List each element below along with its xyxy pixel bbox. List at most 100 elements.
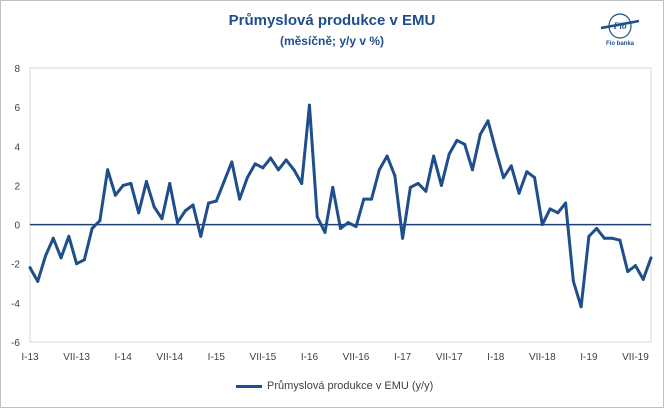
data-point [160,217,164,221]
x-tick-label: I-19 [580,352,598,363]
legend: Průmyslová produkce v EMU (y/y) [236,379,433,393]
fio-banka-logo-icon: Fio Fio banka [600,13,640,47]
chart-title: Průmyslová produkce v EMU [228,12,436,29]
data-point [51,236,55,240]
x-tick-label: VII-14 [156,352,183,363]
data-point [191,203,195,207]
data-point [595,226,599,230]
legend-swatch [236,384,262,388]
data-point [168,181,172,185]
data-point [36,279,40,283]
data-point [602,236,606,240]
data-point [28,266,32,270]
data-point [284,158,288,162]
x-tick-label: VII-18 [529,352,556,363]
x-tick-label: VII-13 [63,352,90,363]
data-point [315,215,319,219]
data-point [548,207,552,211]
data-point [432,154,436,158]
x-tick-label: VII-19 [622,352,649,363]
data-point [470,168,474,172]
data-point [129,181,133,185]
data-point [67,234,71,238]
data-point [144,180,148,184]
data-point [269,156,273,160]
x-tick-label: I-18 [487,352,505,363]
data-point [121,183,125,187]
data-point [59,256,63,260]
data-point [494,148,498,152]
y-tick-label: -2 [11,260,20,271]
data-point [230,160,234,164]
x-tick-label: I-17 [394,352,412,363]
data-point [478,133,482,137]
data-point [253,162,257,166]
data-point [276,168,280,172]
data-point [610,236,614,240]
data-point [618,238,622,242]
data-point [199,234,203,238]
data-point [207,201,211,205]
data-point [323,230,327,234]
data-point [75,262,79,266]
x-tick-label: I-13 [21,352,39,363]
data-point [447,152,451,156]
x-tick-label: VII-15 [250,352,277,363]
data-point [401,236,405,240]
y-tick-label: -6 [11,338,20,349]
data-point [571,279,575,283]
logo-mark: Fio [612,21,627,31]
data-point [377,168,381,172]
data-point [307,103,311,107]
data-point [222,180,226,184]
data-point [300,181,304,185]
y-tick-label: 8 [14,64,20,75]
data-point [346,221,350,225]
data-point [331,185,335,189]
data-point [626,270,630,274]
data-point [579,305,583,309]
data-point [517,191,521,195]
data-point [463,142,467,146]
data-point [362,197,366,201]
data-point [439,183,443,187]
data-point [113,193,117,197]
data-point [502,176,506,180]
data-point [90,226,94,230]
logo-text: Fio banka [606,41,635,47]
plot-area [29,67,652,343]
y-tick-label: 4 [14,142,20,153]
data-point [261,166,265,170]
x-tick-label: I-14 [115,352,133,363]
x-tick-label: I-16 [301,352,319,363]
data-point [416,181,420,185]
data-point [385,154,389,158]
data-point [82,258,86,262]
data-point [98,219,102,223]
chart-subtitle: (měsíčně; y/y v %) [279,34,385,48]
series-points [28,103,653,309]
data-point [525,170,529,174]
data-point [649,256,653,260]
y-tick-label: 0 [14,221,20,232]
data-point [556,211,560,215]
data-point [564,201,568,205]
data-point [424,189,428,193]
data-point [44,254,48,258]
x-tick-label: I-15 [208,352,226,363]
y-tick-label: 2 [14,181,20,192]
data-point [509,164,513,168]
data-point [137,211,141,215]
data-point [641,277,645,281]
data-point [152,205,156,209]
data-point [486,119,490,123]
x-tick-label: VII-16 [343,352,370,363]
data-point [587,234,591,238]
data-point [370,197,374,201]
data-point [393,174,397,178]
data-point [214,199,218,203]
data-point [354,225,358,229]
y-axis: -6 -4 -2 0 2 4 6 8 [11,64,20,349]
y-tick-label: 6 [14,103,20,114]
